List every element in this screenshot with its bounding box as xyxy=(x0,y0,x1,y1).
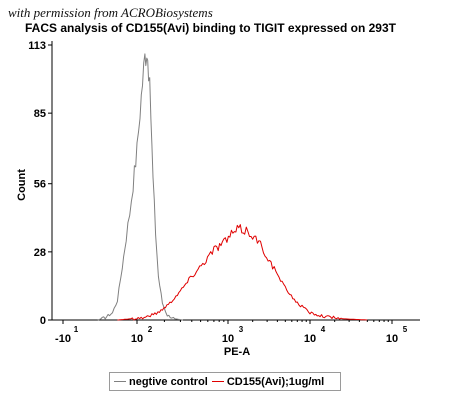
x-tick-label: 10 xyxy=(304,333,316,345)
x-tick-label: 10 xyxy=(222,333,234,345)
legend: negtive control CD155(Avi);1ug/ml xyxy=(109,372,341,391)
x-tick-exponent: 2 xyxy=(148,325,153,334)
y-axis-label: Count xyxy=(16,169,28,201)
y-tick-label: 85 xyxy=(34,108,46,120)
x-tick-label: -10 xyxy=(55,333,71,345)
y-tick-label: 28 xyxy=(34,247,46,259)
y-tick-label: 0 xyxy=(40,315,46,327)
x-tick-label: 10 xyxy=(386,333,398,345)
legend-label: negtive control xyxy=(129,375,208,388)
x-tick-exponent: 1 xyxy=(74,325,79,334)
x-axis-label: PE-A xyxy=(224,346,250,358)
series-line-cd155 xyxy=(117,224,368,321)
legend-swatch xyxy=(114,381,126,382)
legend-item-negative-control: negtive control xyxy=(114,376,208,388)
series-line-negative-control xyxy=(97,53,184,321)
chart-title: FACS analysis of CD155(Avi) binding to T… xyxy=(25,21,396,35)
x-tick-exponent: 4 xyxy=(321,325,326,334)
legend-swatch xyxy=(211,381,224,382)
legend-label: CD155(Avi);1ug/ml xyxy=(226,375,325,388)
x-tick-exponent: 3 xyxy=(239,325,244,334)
legend-item-cd155: CD155(Avi);1ug/ml xyxy=(211,375,325,388)
x-tick-exponent: 5 xyxy=(403,325,408,334)
y-tick-label: 56 xyxy=(34,179,46,191)
x-tick-label: 10 xyxy=(131,333,143,345)
y-tick-label: 113 xyxy=(28,40,46,52)
watermark-text: with permission from ACROBiosystems xyxy=(8,5,213,20)
